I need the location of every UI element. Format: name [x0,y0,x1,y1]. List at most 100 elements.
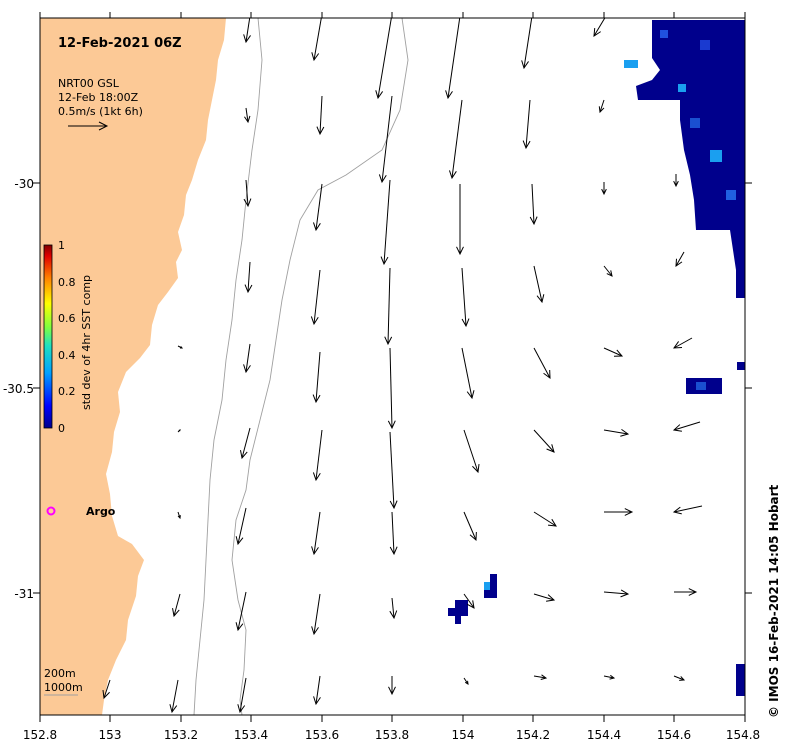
current-arrow [313,675,321,706]
current-arrow [522,99,531,150]
current-arrow [533,347,551,380]
current-arrow [312,429,323,482]
colorbar-tick-label: 1 [58,239,65,252]
current-arrow [533,265,545,304]
sst-cell [484,582,490,590]
y-tick-label: -31 [14,587,34,601]
current-arrow [311,511,321,556]
current-arrow [312,351,321,404]
contour-legend-1000m: 1000m [44,681,83,694]
current-arrow [593,18,606,37]
colorbar: 1 0.8 0.6 0.4 0.2 0 std dev of 4hr SST c… [43,239,93,435]
current-arrow [533,511,557,527]
colorbar-tick-label: 0.6 [58,312,76,325]
current-arrow [389,597,398,620]
current-arrow [237,677,247,714]
current-arrow [521,18,533,70]
current-arrow [603,428,630,437]
current-time-label: 12-Feb 18:00Z [58,91,139,104]
current-arrow [674,588,698,596]
sst-cell [690,118,700,128]
colorbar-tick-label: 0.8 [58,276,76,289]
current-arrow [384,267,393,346]
current-arrow [235,507,247,546]
current-arrow [603,589,630,598]
current-arrow [675,251,685,267]
current-arrow [673,675,686,681]
y-tick-label: -30.5 [3,382,34,396]
current-arrow [533,674,548,681]
vector-scale-arrow [68,121,109,131]
current-arrow [235,591,247,632]
current-arrow [448,99,463,180]
current-arrow [604,508,634,516]
current-arrow [311,18,322,62]
current-arrow [243,179,252,208]
current-arrow [388,676,396,696]
x-tick-label: 153.4 [234,728,268,742]
sst-cell [624,60,638,68]
current-arrow [177,511,181,520]
current-arrow [244,261,253,294]
colorbar-tick-label: 0.4 [58,349,76,362]
current-arrow [177,345,184,349]
current-arrow [243,343,251,374]
land-mass [40,18,226,715]
x-tick-label: 154 [452,728,475,742]
sst-cell [726,190,736,200]
current-arrow [598,99,605,114]
depth-contour-1000m [231,18,409,715]
depth-contour-200m [193,18,263,715]
current-arrow [316,95,325,136]
current-arrow [378,95,393,184]
x-tick-label: 154.2 [516,728,550,742]
colorbar-title: std dev of 4hr SST comp [80,275,93,410]
current-arrow [672,421,701,432]
sst-cell [700,40,710,50]
sst-patch-south [448,574,497,624]
current-arrow [313,183,323,232]
x-tick-label: 153.6 [305,728,339,742]
current-arrow [389,511,398,556]
current-arrow [463,511,477,542]
x-tick-label: 153 [99,728,122,742]
x-tick-label: 154.4 [587,728,621,742]
current-arrow [310,269,321,326]
colorbar-tick-label: 0.2 [58,385,76,398]
sst-cell [696,382,706,390]
current-arrow [601,182,607,196]
sst-patch-southeast [736,664,745,696]
y-tick-label: -30 [14,177,34,191]
current-arrow [463,429,480,474]
vector-scale-label: 0.5m/s (1kt 6h) [58,105,143,118]
colorbar-tick-label: 0 [58,422,65,435]
current-arrow [456,184,464,256]
current-arrow [375,18,392,100]
current-arrow [533,429,555,453]
sst-cell [737,362,745,370]
current-arrow [672,337,693,349]
current-arrow [172,593,181,618]
sst-patch-northeast [636,20,745,298]
axis-ticks [33,12,752,722]
sst-cell [678,84,686,92]
current-arrow [240,427,251,460]
current-arrow [673,174,679,188]
current-arrow [603,265,613,277]
current-arrow [529,183,538,226]
contour-legend-200m: 200m [44,667,76,680]
current-arrow [463,677,469,685]
current-arrow [463,593,475,609]
current-arrow [603,674,616,680]
x-tick-label: 154.6 [657,728,691,742]
colorbar-gradient [43,244,53,429]
current-arrow [380,179,391,266]
current-arrow [169,679,179,714]
x-tick-label: 154.8 [726,728,760,742]
current-arrow [603,347,624,357]
current-arrow [672,505,703,515]
current-arrow [102,679,111,700]
x-tick-label: 152.8 [23,728,57,742]
sst-stddev-patches [448,20,745,696]
